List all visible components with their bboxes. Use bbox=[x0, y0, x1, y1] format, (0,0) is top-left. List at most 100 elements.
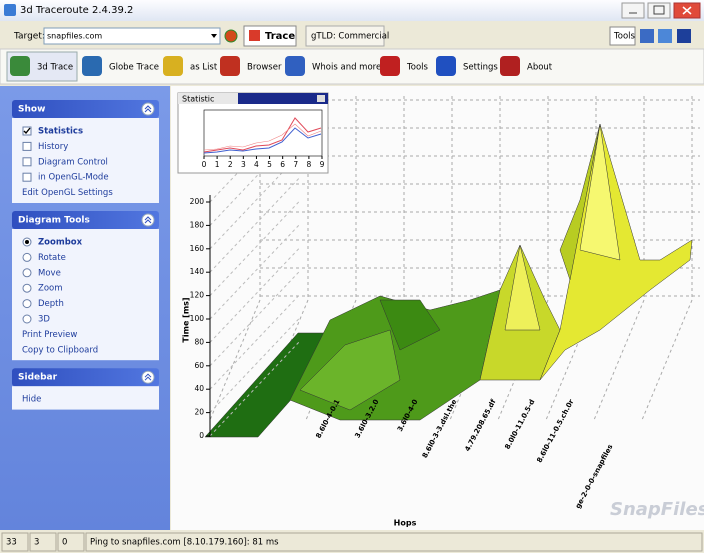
back-grid-line bbox=[209, 317, 301, 413]
tool-icon-3[interactable] bbox=[677, 29, 691, 43]
close-glyph bbox=[682, 6, 692, 15]
toolbar-icon bbox=[500, 56, 520, 76]
link[interactable]: Hide bbox=[22, 395, 41, 405]
minimize-button[interactable] bbox=[621, 2, 645, 19]
option-label[interactable]: in OpenGL-Mode bbox=[38, 173, 109, 183]
y-tick-label: 100 bbox=[190, 314, 205, 323]
radio[interactable] bbox=[22, 268, 32, 278]
radio[interactable] bbox=[22, 314, 32, 324]
grid-line bbox=[497, 299, 549, 421]
surface-peak-2 bbox=[579, 123, 621, 261]
y-tick-label: 60 bbox=[194, 361, 204, 370]
checkbox[interactable] bbox=[22, 141, 32, 151]
statistic-tick-label: 2 bbox=[228, 160, 233, 169]
panel-title: Show bbox=[18, 105, 45, 115]
panel-chevron bbox=[144, 216, 152, 224]
toolbar-label: Globe Trace bbox=[109, 63, 159, 73]
tool-icon-1[interactable] bbox=[640, 29, 654, 43]
title-bar bbox=[0, 0, 704, 21]
trace-label: Trace bbox=[265, 31, 295, 42]
status-bar bbox=[0, 531, 704, 553]
x-axis-title: Hops bbox=[394, 519, 417, 528]
back-grid-line bbox=[209, 223, 301, 320]
radio[interactable] bbox=[22, 283, 32, 293]
option-label[interactable]: Zoombox bbox=[38, 238, 83, 248]
toolbar-label: as List bbox=[190, 63, 218, 73]
maximize-button[interactable] bbox=[647, 2, 671, 19]
toolbar-label: Browser bbox=[247, 63, 282, 73]
panel-body bbox=[12, 229, 159, 361]
option-label[interactable]: Diagram Control bbox=[38, 157, 108, 167]
panel-chevron bbox=[144, 105, 152, 113]
statistic-titlebar bbox=[178, 93, 328, 104]
option-label[interactable]: Depth bbox=[38, 299, 64, 309]
grid-line bbox=[209, 299, 261, 421]
toolbar-icon bbox=[285, 56, 305, 76]
grid-line bbox=[641, 299, 693, 421]
y-tick-label: 200 bbox=[190, 197, 205, 206]
panel-body bbox=[12, 386, 159, 410]
statistic-tick-label: 5 bbox=[267, 160, 272, 169]
target-combobox[interactable] bbox=[43, 27, 221, 45]
surface-green-2 bbox=[299, 329, 401, 411]
toolbar-icon bbox=[436, 56, 456, 76]
target-value: snapfiles.com bbox=[47, 32, 102, 41]
panel-title: Sidebar bbox=[18, 373, 58, 383]
go-icon[interactable] bbox=[224, 29, 238, 43]
link[interactable]: Print Preview bbox=[22, 330, 77, 340]
toolbar-icon bbox=[10, 56, 30, 76]
toolbar-icon bbox=[163, 56, 183, 76]
option-label[interactable]: Zoom bbox=[38, 284, 63, 294]
y-tick-label: 40 bbox=[194, 384, 204, 393]
link[interactable]: Edit OpenGL Settings bbox=[22, 188, 113, 198]
tools-button[interactable] bbox=[609, 26, 636, 46]
toolbar-label: Whois and more bbox=[312, 63, 381, 73]
panel-header[interactable] bbox=[12, 368, 159, 387]
statistic-tick-label: 3 bbox=[241, 160, 246, 169]
checkbox[interactable] bbox=[22, 172, 32, 182]
y-tick-label: 180 bbox=[190, 220, 205, 229]
status-text: Ping to snapfiles.com [8.10.179.160]: 81… bbox=[90, 538, 279, 548]
back-grid-line bbox=[209, 247, 301, 343]
checkbox[interactable] bbox=[22, 157, 32, 167]
statistic-close[interactable] bbox=[317, 95, 325, 102]
statistic-tick-label: 9 bbox=[320, 160, 325, 169]
tool-icon-2[interactable] bbox=[658, 29, 672, 43]
panel-title: Diagram Tools bbox=[18, 216, 90, 226]
link[interactable]: Copy to Clipboard bbox=[22, 345, 98, 355]
status-cells: 33 3 0 Ping to snapfiles.com [8.10.179.160]… bbox=[1, 532, 703, 552]
grid-line bbox=[449, 299, 501, 421]
radio[interactable] bbox=[22, 252, 32, 262]
app-icon bbox=[4, 4, 16, 16]
statistic-tick-label: 6 bbox=[280, 160, 285, 169]
window-controls bbox=[621, 2, 701, 19]
toolbar-icon bbox=[220, 56, 240, 76]
option-label[interactable]: Rotate bbox=[38, 253, 66, 263]
statistic-tick-label: 8 bbox=[306, 160, 311, 169]
panel-header[interactable] bbox=[12, 100, 159, 118]
grid-line bbox=[545, 299, 597, 421]
gtld-tab[interactable] bbox=[305, 25, 385, 47]
option-label[interactable]: History bbox=[38, 142, 68, 152]
panel-header[interactable] bbox=[12, 211, 159, 229]
y-tick-label: 160 bbox=[190, 244, 205, 253]
toolbar-label: Settings bbox=[463, 63, 498, 73]
statistic-tick-label: 0 bbox=[202, 160, 207, 169]
status-cell bbox=[29, 532, 57, 552]
grid-line bbox=[593, 299, 645, 421]
option-label[interactable]: 3D bbox=[38, 315, 50, 325]
target-label: Target: bbox=[13, 32, 45, 42]
statistic-tick-label: 1 bbox=[215, 160, 220, 169]
radio[interactable] bbox=[22, 299, 32, 309]
back-grid-line bbox=[209, 293, 301, 390]
toolbar-label: About bbox=[527, 63, 553, 73]
status-text: 33 bbox=[6, 538, 17, 548]
option-label[interactable]: Move bbox=[38, 268, 61, 278]
toolbar-icon bbox=[380, 56, 400, 76]
option-label[interactable]: Statistics bbox=[38, 127, 83, 137]
radio-dot bbox=[25, 240, 29, 244]
